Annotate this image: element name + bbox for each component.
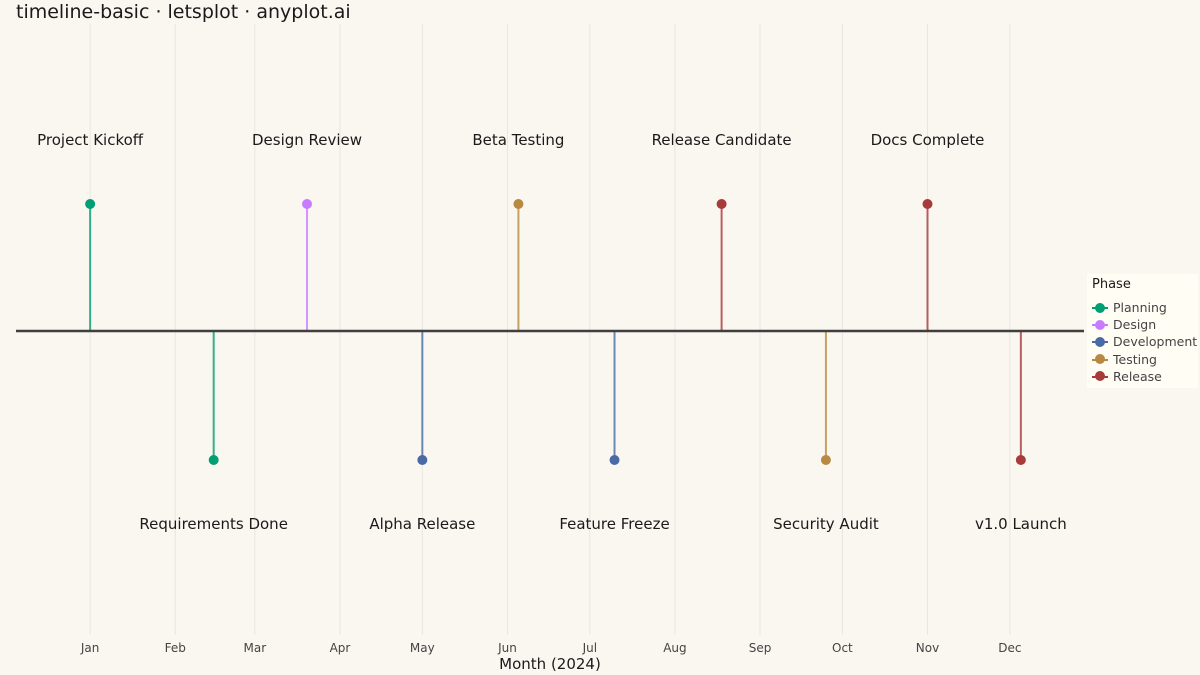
legend-title: Phase (1092, 277, 1131, 292)
event-marker (716, 199, 727, 209)
legend-label: Release (1113, 368, 1162, 384)
x-tick-label: Jan (80, 641, 100, 655)
legend-key (1092, 333, 1108, 350)
x-tick-label: Jul (582, 641, 597, 655)
x-tick-label: Dec (998, 641, 1021, 655)
event-label: Requirements Done (139, 515, 288, 533)
chart-title: timeline-basic · letsplot · anyplot.ai (16, 1, 351, 23)
event-marker (1015, 455, 1026, 465)
legend-key (1092, 299, 1108, 316)
x-tick-label: Apr (330, 641, 351, 655)
event-label: Release Candidate (652, 131, 792, 149)
legend-item: Testing (1092, 351, 1157, 368)
x-tick-label: Mar (244, 641, 267, 655)
event-marker (85, 199, 96, 209)
event-marker (513, 199, 524, 209)
event-marker (302, 199, 313, 209)
event-marker (208, 455, 219, 465)
legend-key (1092, 368, 1108, 385)
event-marker (609, 455, 620, 465)
legend-key (1092, 316, 1108, 333)
event-label: Docs Complete (871, 131, 985, 149)
event-label: Security Audit (773, 515, 879, 533)
legend-item: Development (1092, 333, 1197, 350)
legend-label: Design (1113, 317, 1157, 333)
legend: Phase Planning Design Development Testing Re… (1087, 274, 1198, 388)
x-tick-label: Aug (663, 641, 686, 655)
x-axis-title: Month (2024) (499, 655, 601, 673)
event-label: Design Review (252, 131, 362, 149)
event-label: v1.0 Launch (975, 515, 1067, 533)
event-marker (820, 455, 831, 465)
x-tick-label: May (410, 641, 435, 655)
x-tick-label: Feb (165, 641, 186, 655)
event-label: Beta Testing (472, 131, 564, 149)
legend-item: Planning (1092, 299, 1167, 316)
event-label: Alpha Release (369, 515, 475, 533)
event-label: Project Kickoff (37, 131, 144, 149)
legend-item: Release (1092, 368, 1162, 385)
event-marker (922, 199, 933, 209)
legend-key (1092, 351, 1108, 368)
event-label: Feature Freeze (559, 515, 669, 533)
x-tick-label: Jun (497, 641, 517, 655)
x-tick-label: Oct (832, 641, 853, 655)
x-tick-label: Nov (916, 641, 939, 655)
event-marker (417, 455, 428, 465)
legend-label: Development (1113, 334, 1198, 350)
legend-label: Testing (1113, 351, 1157, 367)
legend-label: Planning (1113, 300, 1167, 315)
x-tick-label: Sep (749, 641, 772, 655)
legend-item: Design (1092, 316, 1156, 333)
